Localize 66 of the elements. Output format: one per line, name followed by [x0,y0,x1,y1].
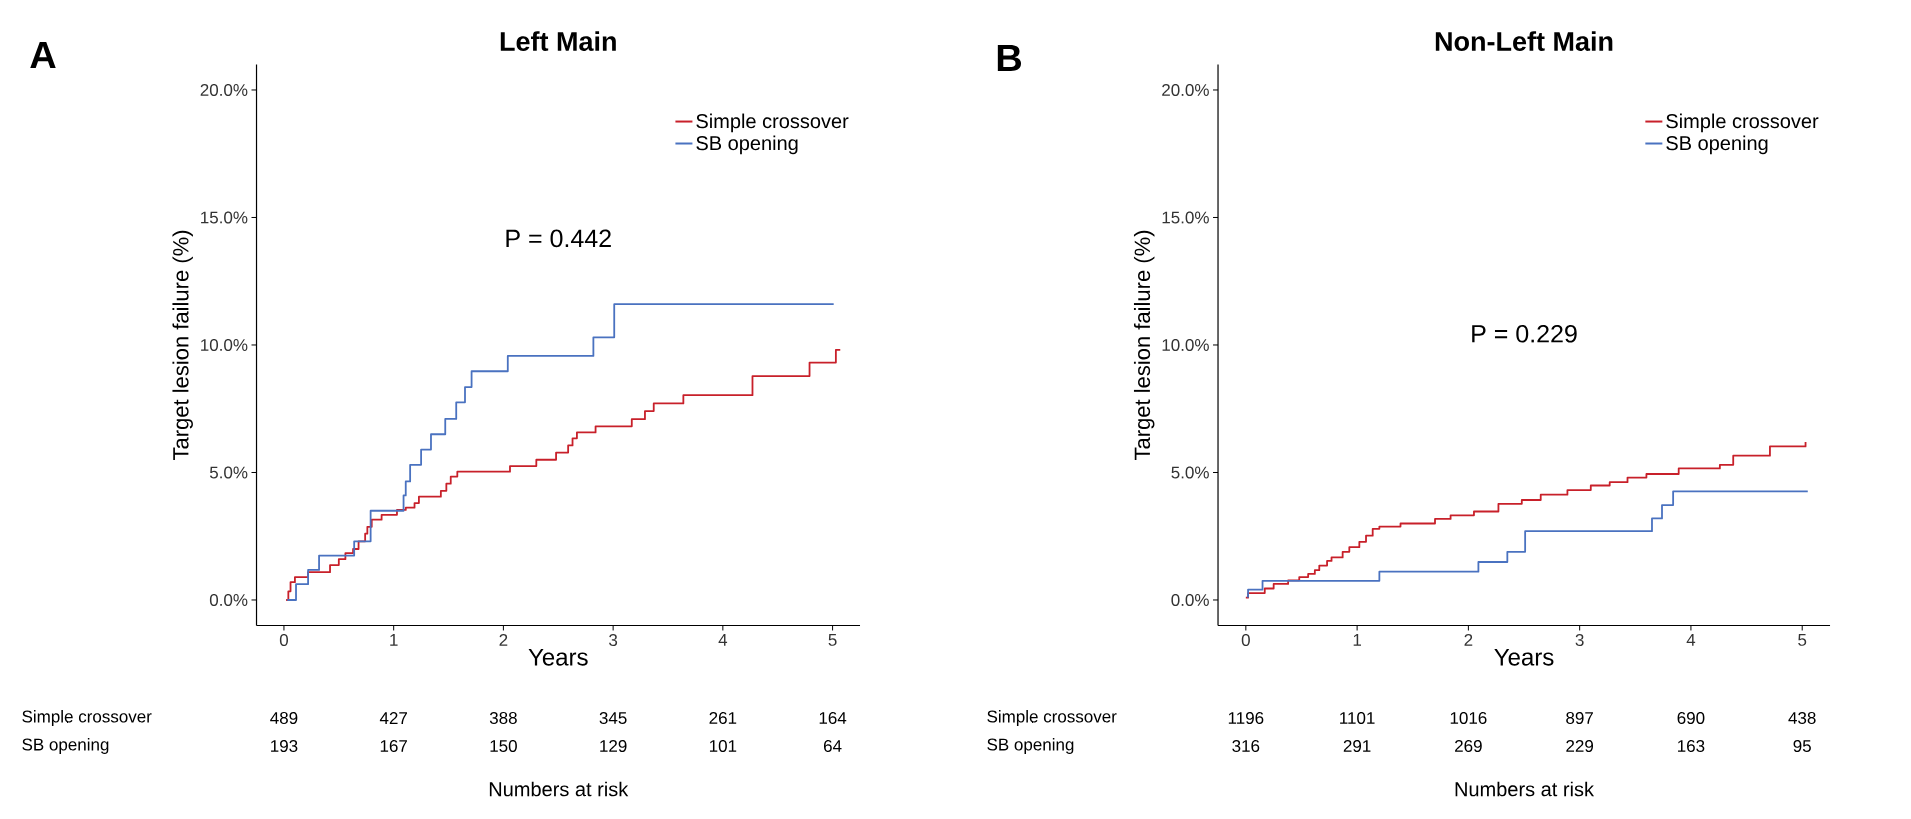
x-tick-label: 4 [1686,634,1696,646]
text: 229 [1566,739,1594,753]
y-tick-label: 10.0% [1162,338,1209,352]
x-tick-label: 0 [279,634,289,647]
text: 316 [1232,739,1260,753]
text: B [997,44,1022,72]
text: 427 [379,712,407,724]
text: Simple crossover [22,710,152,726]
x-tick-label: 5 [828,634,837,646]
x-tick-label: 4 [718,634,728,646]
annotation: P = 0.229 [1472,324,1577,343]
text: 95 [1793,739,1811,753]
y-axis-title: Target lesion failure (%) [172,230,193,461]
text: 291 [1343,739,1371,753]
text: 193 [271,739,298,753]
y-tick-label: 5.0% [1171,466,1209,479]
y-tick-label: 20.0% [1162,83,1209,97]
x-axis-title: Years [528,648,588,666]
text: SB opening [22,738,109,754]
y-tick-label: 15.0% [201,211,248,224]
text: 164 [819,711,847,725]
text: Numbers at risk [489,781,629,797]
chart-title: Non-Left Main [1435,31,1613,51]
text: Simple crossover [987,710,1117,726]
text: A [30,41,56,69]
x-tick-label: 2 [1464,634,1473,646]
y-axis-title: Target lesion failure (%) [1133,230,1155,461]
text: 438 [1788,711,1816,725]
text: 897 [1566,711,1593,725]
y-tick-label: 0.0% [1171,593,1209,607]
chart-title: Left Main [500,31,616,51]
text: 269 [1455,739,1482,753]
text: 690 [1677,711,1705,725]
y-tick-label: 20.0% [200,83,248,97]
text: 345 [599,711,627,725]
legend-label: Simple crossover [696,113,849,133]
y-tick-label: 0.0% [209,593,248,607]
text: 261 [709,711,737,725]
x-tick-label: 1 [1353,634,1362,646]
y-tick-label: 10.0% [201,338,248,352]
text: 1016 [1450,711,1487,725]
text: 388 [489,711,517,725]
text: 64 [823,739,842,753]
text: 163 [1678,739,1705,753]
y-tick-label: 15.0% [1162,211,1209,224]
x-tick-label: 3 [609,634,618,647]
legend-label: SB opening [696,135,798,155]
text: Numbers at risk [1455,781,1595,797]
x-tick-label: 5 [1798,634,1807,646]
text: 1196 [1228,711,1264,725]
x-tick-label: 1 [390,634,398,646]
text: 101 [709,739,737,753]
text: 1101 [1340,711,1375,725]
text: SB opening [987,738,1074,754]
x-tick-label: 2 [499,634,508,646]
x-tick-label: 0 [1241,634,1250,647]
y-tick-label: 5.0% [209,466,248,479]
legend-label: SB opening [1666,135,1768,155]
text: 167 [380,739,407,753]
text: 489 [270,711,298,725]
text: 150 [490,739,517,753]
text: 129 [600,739,627,753]
x-tick-label: 3 [1575,634,1584,647]
x-axis-title: Years [1494,648,1554,666]
legend-label: Simple crossover [1666,113,1819,133]
annotation: P = 0.442 [506,229,611,248]
